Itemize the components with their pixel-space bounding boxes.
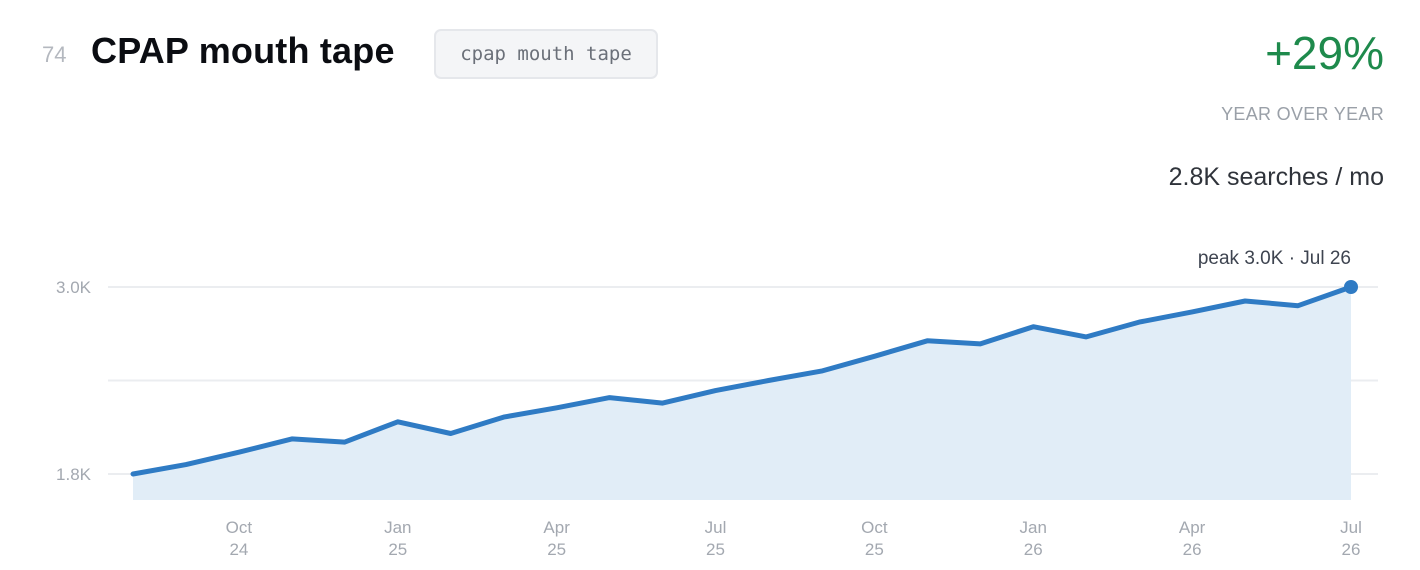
x-tick-month: Apr xyxy=(543,518,570,537)
chart-line-layer xyxy=(130,284,1354,477)
x-axis-labels: Oct 24 Jan 25 Apr 25 Jul 25 Oct 25 Jan 26 Apr 26 Jul 26 xyxy=(226,518,1362,559)
x-tick-month: Jul xyxy=(705,518,727,537)
y-tick-label: 1.8K xyxy=(56,465,92,484)
x-tick-year: 24 xyxy=(229,540,248,559)
x-tick-year: 25 xyxy=(388,540,407,559)
data-point-may-26 xyxy=(1242,298,1248,304)
data-point-jun-26 xyxy=(1295,303,1301,309)
data-point-feb-26 xyxy=(1083,334,1089,340)
x-tick-month: Jan xyxy=(1020,518,1047,537)
x-tick-month: Jul xyxy=(1340,518,1362,537)
data-point-apr-25 xyxy=(554,405,560,411)
data-point-nov-24 xyxy=(289,436,295,442)
data-point-aug-25 xyxy=(765,378,771,384)
x-tick-year: 25 xyxy=(547,540,566,559)
chart-area-layer xyxy=(133,287,1351,500)
peak-label: peak 3.0K · Jul 26 xyxy=(1198,248,1351,269)
y-axis-labels: 3.0K 1.8K xyxy=(56,278,92,484)
data-point-oct-25 xyxy=(871,353,877,359)
x-tick-year: 26 xyxy=(1183,540,1202,559)
x-tick-year: 25 xyxy=(706,540,725,559)
data-point-mar-25 xyxy=(501,414,507,420)
y-tick-label: 3.0K xyxy=(56,278,92,297)
data-point-mar-26 xyxy=(1136,319,1142,325)
data-point-feb-25 xyxy=(448,430,454,436)
area-fill xyxy=(133,287,1351,500)
peak-marker xyxy=(1344,280,1358,294)
peak-annotation: peak 3.0K · Jul 26 xyxy=(1198,248,1358,294)
data-point-aug-24 xyxy=(130,471,136,477)
data-point-nov-25 xyxy=(924,338,930,344)
search-volume: 2.8K searches / mo xyxy=(1168,163,1384,191)
data-point-sep-24 xyxy=(183,462,189,468)
x-tick-month: Oct xyxy=(861,518,888,537)
data-point-dec-24 xyxy=(342,439,348,445)
data-point-dec-25 xyxy=(977,341,983,347)
growth-value: +29% xyxy=(1265,27,1384,79)
trend-rank: 74 xyxy=(42,42,67,67)
data-point-sep-25 xyxy=(818,368,824,374)
x-tick-year: 26 xyxy=(1024,540,1043,559)
data-point-jun-25 xyxy=(660,400,666,406)
x-tick-month: Jan xyxy=(384,518,411,537)
data-point-jul-25 xyxy=(713,388,719,394)
keyword-tag[interactable]: cpap mouth tape xyxy=(434,29,658,79)
data-point-may-25 xyxy=(607,395,613,401)
data-point-oct-24 xyxy=(236,449,242,455)
x-tick-month: Oct xyxy=(226,518,253,537)
x-tick-month: Apr xyxy=(1179,518,1206,537)
data-point-jan-26 xyxy=(1030,324,1036,330)
trend-title: CPAP mouth tape xyxy=(91,30,395,71)
series-line xyxy=(130,284,1354,477)
growth-label: YEAR OVER YEAR xyxy=(1221,104,1384,124)
x-tick-year: 26 xyxy=(1342,540,1361,559)
data-point-apr-26 xyxy=(1189,309,1195,315)
x-tick-year: 25 xyxy=(865,540,884,559)
data-point-jan-25 xyxy=(395,419,401,425)
